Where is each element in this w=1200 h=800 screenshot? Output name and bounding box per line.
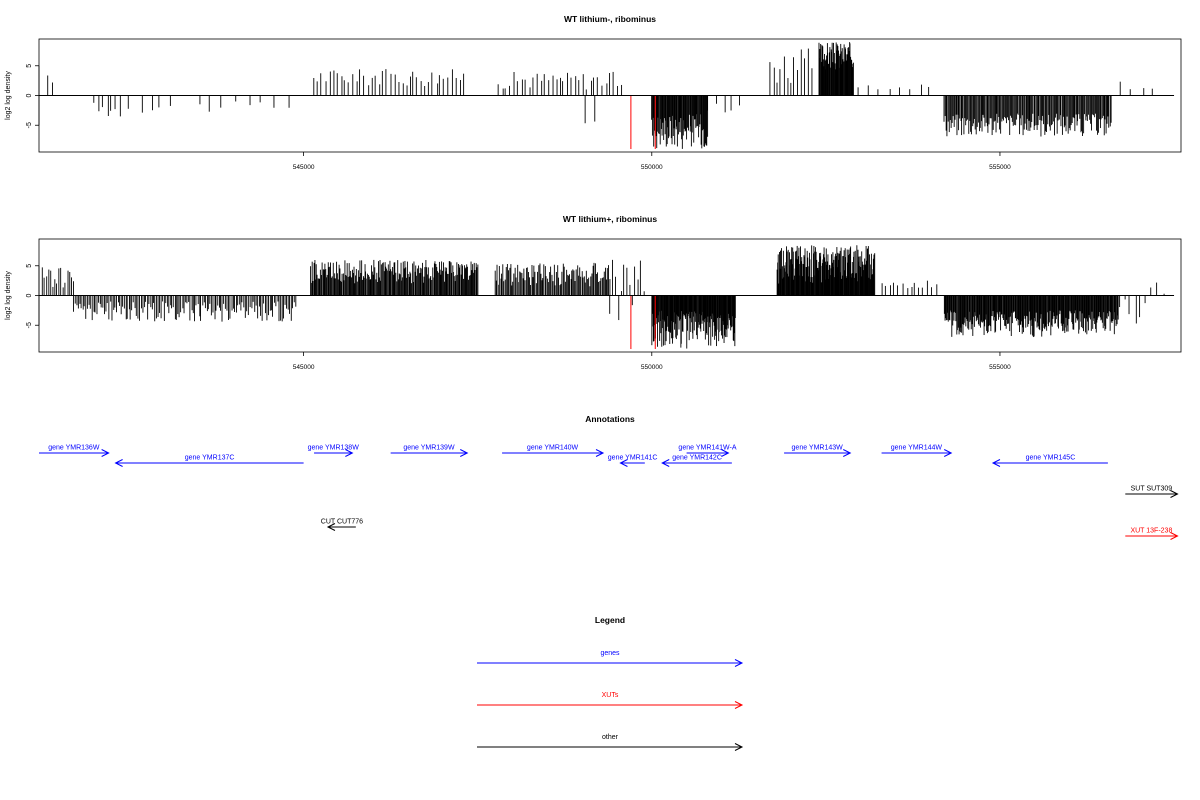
feature-xut-13f-238: XUT 13F-238 bbox=[1125, 528, 1179, 540]
x-tick-label: 545000 bbox=[293, 164, 315, 171]
feature-sut-sut309: SUT SUT309 bbox=[1125, 486, 1179, 498]
panel-lithium-plus-y-ticks: 5 0 -5 bbox=[26, 264, 39, 328]
panel-lithium-minus-title: WT lithium-, ribominus bbox=[564, 14, 656, 24]
feature-arrowhead bbox=[943, 449, 953, 457]
feature-label: gene YMR138W bbox=[308, 445, 360, 452]
panel-lithium-minus: WT lithium-, ribominus 5 0 -5 log2 log d… bbox=[5, 14, 1182, 171]
feature-gene-ymr141c: gene YMR141C bbox=[608, 455, 658, 467]
feature-gene-ymr144w: gene YMR144W bbox=[881, 445, 953, 457]
annotation-features: gene YMR136W gene YMR137C gene YMR138W gene… bbox=[39, 445, 1179, 540]
x-tick-label: 555000 bbox=[989, 164, 1011, 171]
feature-arrowhead bbox=[1170, 490, 1179, 498]
feature-label: gene YMR140W bbox=[527, 445, 579, 452]
panel-lithium-minus-x-ticks: 545000 550000 555000 bbox=[293, 152, 1011, 171]
y-tick-label: 0 bbox=[26, 93, 33, 97]
feature-gene-ymr139w: gene YMR139W bbox=[390, 445, 469, 457]
feature-label: SUT SUT309 bbox=[1131, 486, 1173, 493]
legend: Legend genes XUTs other bbox=[477, 615, 744, 751]
feature-arrowhead bbox=[843, 449, 852, 457]
y-tick-label: 5 bbox=[26, 64, 33, 68]
legend-arrowhead-genes bbox=[734, 659, 744, 667]
legend-entry-genes: genes bbox=[477, 650, 744, 667]
x-tick-label: 550000 bbox=[641, 164, 663, 171]
y-tick-label: -5 bbox=[26, 322, 33, 328]
feature-arrowhead bbox=[619, 459, 628, 467]
legend-label-genes: genes bbox=[600, 650, 620, 657]
x-tick-label: 555000 bbox=[989, 364, 1011, 371]
feature-gene-ymr137c: gene YMR137C bbox=[114, 455, 304, 467]
panel-lithium-minus-y-ticks: 5 0 -5 bbox=[26, 64, 39, 128]
legend-title: Legend bbox=[595, 615, 625, 625]
feature-label: gene YMR136W bbox=[48, 445, 100, 452]
feature-arrowhead bbox=[460, 449, 469, 457]
feature-label: gene YMR145C bbox=[1026, 455, 1076, 462]
x-tick-label: 545000 bbox=[293, 364, 315, 371]
panel-lithium-minus-bars bbox=[47, 42, 1153, 149]
feature-label: gene YMR141C bbox=[608, 455, 658, 462]
feature-cut-cut776: CUT CUT776 bbox=[321, 519, 363, 531]
legend-arrowhead-other bbox=[734, 743, 744, 751]
feature-gene-ymr136w: gene YMR136W bbox=[39, 445, 110, 457]
panel-lithium-minus-highlights bbox=[630, 95, 656, 150]
y-tick-label: -5 bbox=[26, 122, 33, 128]
legend-label-xuts: XUTs bbox=[602, 692, 619, 699]
legend-entry-xuts: XUTs bbox=[477, 692, 744, 709]
feature-arrowhead bbox=[101, 449, 110, 457]
panel-lithium-plus-title: WT lithium+, ribominus bbox=[563, 214, 657, 224]
feature-arrowhead bbox=[114, 459, 123, 467]
feature-gene-ymr141w-a: gene YMR141W-A bbox=[678, 445, 737, 457]
panel-lithium-plus-x-ticks: 545000 550000 555000 bbox=[293, 352, 1011, 371]
feature-label: gene YMR143W bbox=[792, 445, 844, 452]
feature-label: gene YMR144W bbox=[891, 445, 943, 452]
feature-arrowhead bbox=[661, 459, 670, 467]
feature-label: CUT CUT776 bbox=[321, 519, 363, 526]
feature-arrowhead bbox=[345, 449, 354, 457]
feature-label: gene YMR139W bbox=[403, 445, 455, 452]
panel-lithium-plus: WT lithium+, ribominus 5 0 -5 log2 log d… bbox=[5, 214, 1182, 371]
feature-gene-ymr140w: gene YMR140W bbox=[502, 445, 605, 457]
feature-arrowhead bbox=[721, 449, 730, 457]
y-tick-label: 0 bbox=[26, 293, 33, 297]
feature-label: gene YMR142C bbox=[672, 455, 722, 462]
feature-label: gene YMR141W-A bbox=[678, 445, 736, 452]
legend-entry-other: other bbox=[477, 734, 744, 751]
annotations-title: Annotations bbox=[585, 414, 635, 424]
feature-gene-ymr145c: gene YMR145C bbox=[991, 455, 1108, 467]
legend-arrowhead-xuts bbox=[734, 701, 744, 709]
panel-lithium-minus-y-label: log2 log density bbox=[5, 71, 12, 120]
x-tick-label: 550000 bbox=[641, 364, 663, 371]
feature-arrowhead bbox=[595, 449, 605, 457]
legend-label-other: other bbox=[602, 734, 619, 741]
feature-arrowhead bbox=[991, 459, 1001, 467]
feature-gene-ymr143w: gene YMR143W bbox=[784, 445, 852, 457]
feature-arrowhead bbox=[1170, 532, 1179, 540]
y-tick-label: 5 bbox=[26, 264, 33, 268]
feature-arrowhead bbox=[326, 523, 336, 531]
feature-gene-ymr138w: gene YMR138W bbox=[308, 445, 360, 457]
panel-lithium-plus-highlights bbox=[630, 295, 656, 350]
feature-label: gene YMR137C bbox=[185, 455, 235, 462]
feature-label: XUT 13F-238 bbox=[1130, 528, 1172, 535]
panel-lithium-plus-y-label: log2 log density bbox=[5, 271, 12, 320]
feature-gene-ymr142c: gene YMR142C bbox=[661, 455, 732, 467]
panel-lithium-plus-bars bbox=[41, 245, 1165, 349]
